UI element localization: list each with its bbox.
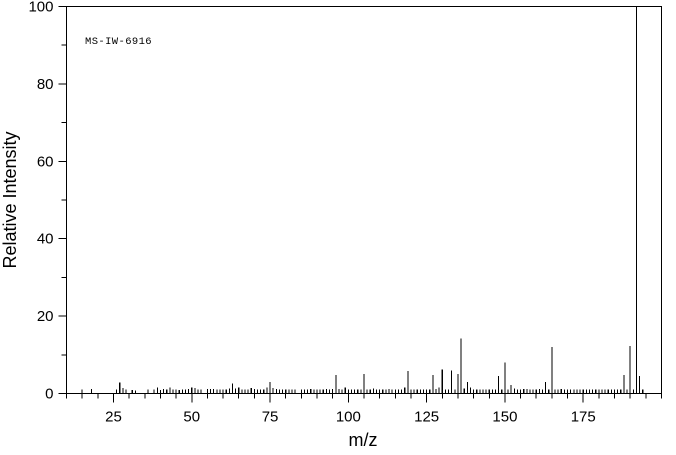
x-tick-label: 175 xyxy=(571,409,596,426)
sample-id-label: MS-IW-6916 xyxy=(85,36,152,48)
y-tick-label: 0 xyxy=(45,386,53,403)
y-tick-label: 60 xyxy=(37,153,54,170)
y-tick-label: 80 xyxy=(37,76,54,93)
x-tick-label: 25 xyxy=(105,409,122,426)
x-tick-label: 100 xyxy=(336,409,361,426)
peak-series xyxy=(81,6,644,394)
x-axis-ticks xyxy=(66,393,662,403)
y-tick-label: 100 xyxy=(28,0,53,16)
x-tick-label: 75 xyxy=(262,409,279,426)
x-tick-label: 50 xyxy=(183,409,200,426)
x-tick-label: 150 xyxy=(492,409,517,426)
y-axis-tick-labels: 0 20 40 60 80 100 xyxy=(28,0,53,403)
x-axis-tick-labels: 25 50 75 100 125 150 175 xyxy=(105,409,596,426)
y-tick-label: 40 xyxy=(37,231,54,248)
plot-frame xyxy=(66,6,662,394)
y-axis-title: Relative Intensity xyxy=(0,131,20,268)
x-axis-title: m/z xyxy=(349,430,378,450)
y-axis-ticks xyxy=(58,6,67,394)
x-tick-label: 125 xyxy=(414,409,439,426)
y-tick-label: 20 xyxy=(37,308,54,325)
